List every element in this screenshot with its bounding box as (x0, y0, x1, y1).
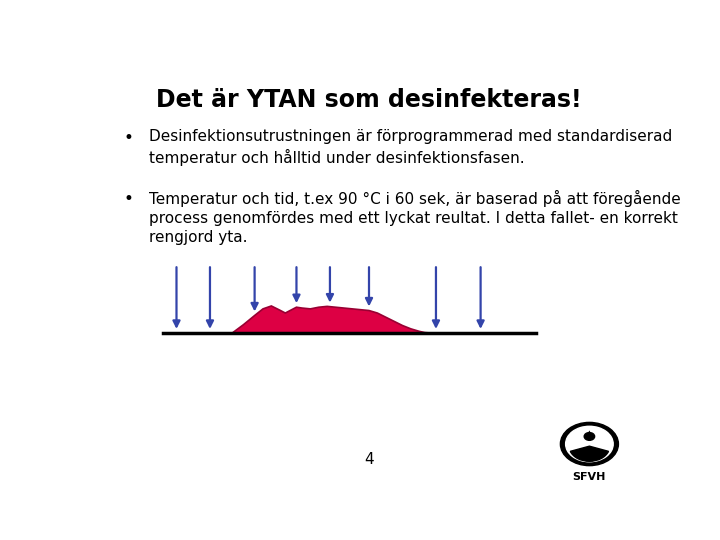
Text: SFVH: SFVH (572, 472, 606, 482)
Text: Desinfektionsutrustningen är förprogrammerad med standardiserad
temperatur och h: Desinfektionsutrustningen är förprogramm… (148, 129, 672, 166)
Text: Det är YTAN som desinfekteras!: Det är YTAN som desinfekteras! (156, 87, 582, 112)
Text: 4: 4 (364, 453, 374, 467)
Text: •: • (124, 129, 133, 147)
Wedge shape (570, 446, 608, 461)
Polygon shape (587, 430, 593, 436)
Circle shape (560, 422, 618, 465)
Polygon shape (233, 306, 431, 333)
Text: Temperatur och tid, t.ex 90 °C i 60 sek, är baserad på att föregående
process ge: Temperatur och tid, t.ex 90 °C i 60 sek,… (148, 190, 680, 245)
Circle shape (584, 433, 595, 440)
Text: •: • (124, 190, 133, 207)
Wedge shape (566, 426, 613, 462)
